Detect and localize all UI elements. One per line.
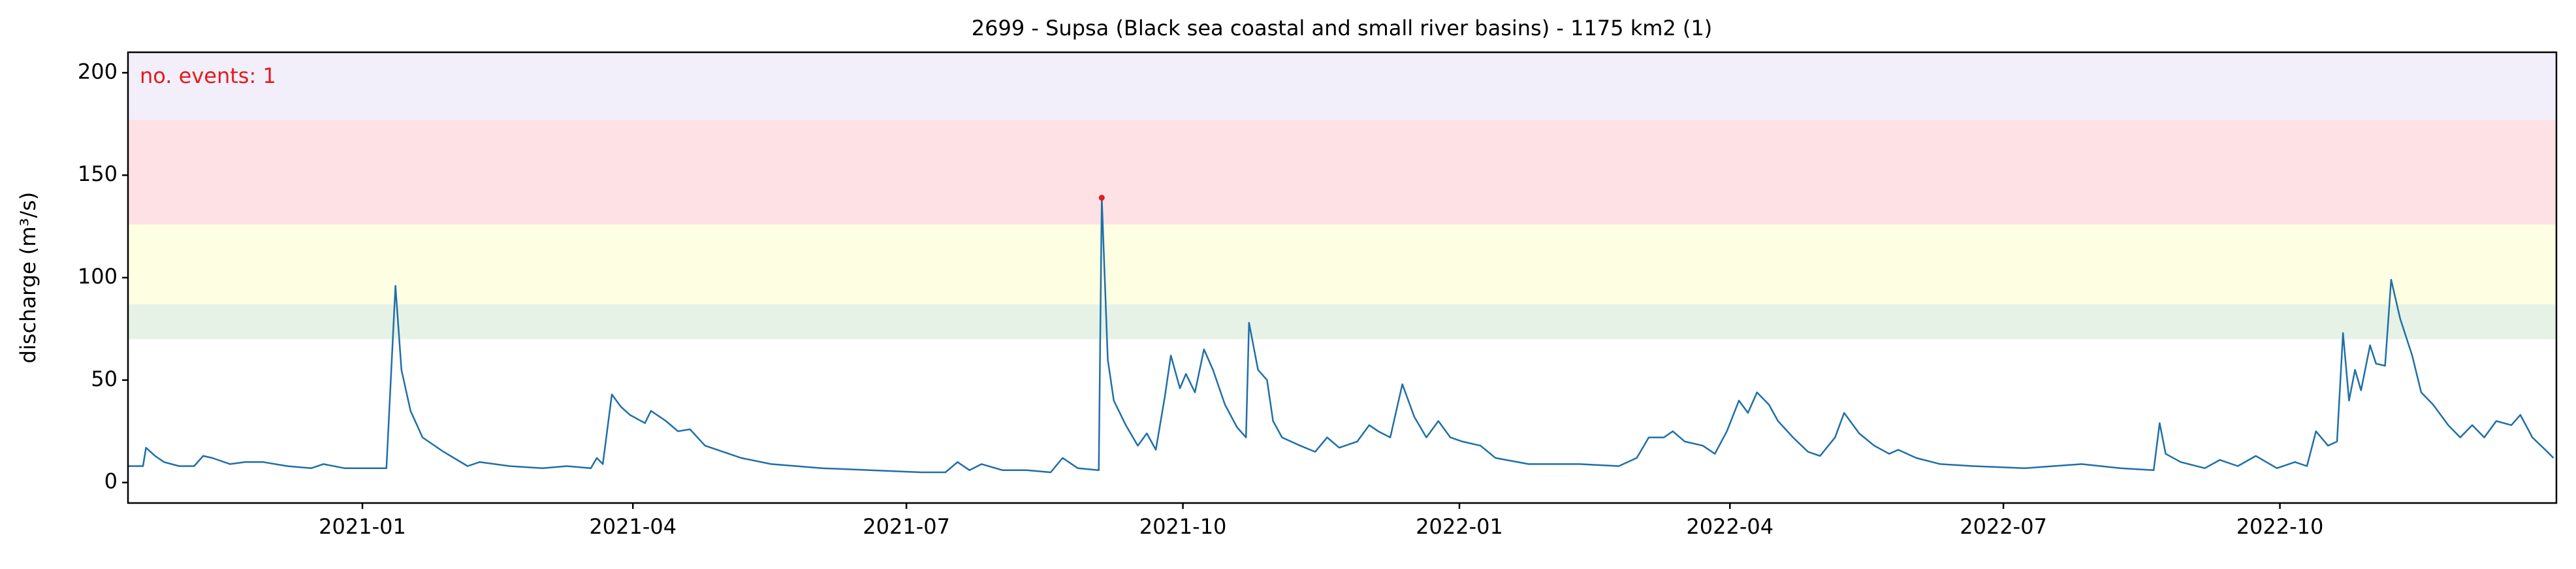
bands — [128, 52, 2556, 340]
y-axis-label: discharge (m³/s) — [16, 192, 40, 364]
x-tick-label: 2022-10 — [2236, 514, 2324, 539]
plot — [128, 195, 2554, 474]
discharge-line — [128, 197, 2554, 474]
x-tick-label: 2022-07 — [1960, 514, 2047, 539]
y-tick-label: 150 — [78, 161, 118, 186]
x-tick-label: 2021-01 — [319, 514, 406, 539]
threshold-band — [128, 52, 2556, 120]
y-tick-label: 0 — [104, 469, 118, 494]
x-tick-label: 2022-01 — [1416, 514, 1503, 539]
annotation: no. events: 1 — [140, 63, 276, 88]
x-tick-label: 2021-10 — [1139, 514, 1227, 539]
threshold-band — [128, 304, 2556, 340]
y-tick-label: 50 — [91, 366, 118, 391]
threshold-band — [128, 224, 2556, 304]
threshold-band — [128, 120, 2556, 225]
y-tick-label: 100 — [78, 264, 118, 289]
y-tick-label: 200 — [78, 59, 118, 84]
x-tick-label: 2022-04 — [1686, 514, 1773, 539]
x-tick-label: 2021-07 — [863, 514, 950, 539]
x-tick-label: 2021-04 — [589, 514, 676, 539]
chart-title: 2699 - Supsa (Black sea coastal and smal… — [972, 16, 1713, 41]
event-marker — [1098, 195, 1105, 201]
